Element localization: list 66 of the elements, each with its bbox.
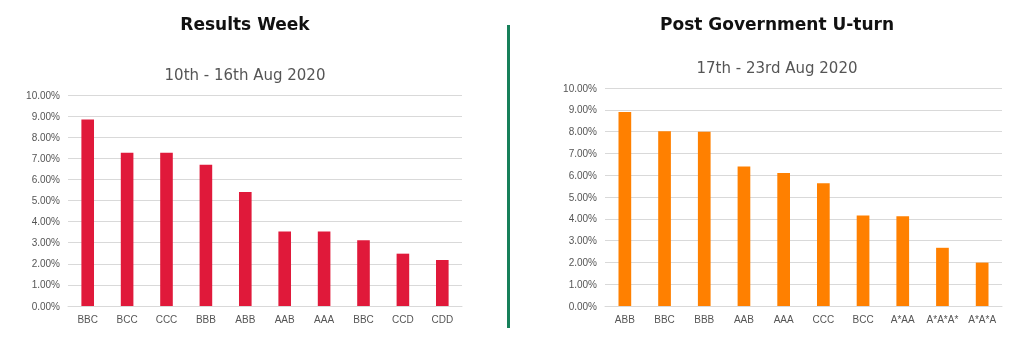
- bar: [396, 253, 410, 306]
- bar: [658, 131, 671, 306]
- x-tick-label: BBB: [195, 313, 217, 325]
- y-tick-label: 4.00%: [31, 216, 61, 228]
- y-tick-label: 5.00%: [568, 191, 598, 203]
- y-tick-label: 10.00%: [26, 89, 61, 101]
- x-tick-label: A*AA: [890, 313, 916, 325]
- bar: [160, 152, 173, 306]
- y-tick-label: 1.00%: [31, 279, 61, 291]
- x-tick-label: AAA: [314, 313, 335, 325]
- x-tick-label: CCC: [812, 313, 835, 325]
- y-tick-label: 8.00%: [31, 131, 61, 143]
- x-tick-label: CCD: [392, 313, 414, 325]
- y-tick-label: 0.00%: [568, 300, 598, 312]
- chart-subtitle: 17th - 23rd Aug 2020: [696, 58, 858, 77]
- x-tick-label: CCC: [155, 313, 178, 325]
- bar: [317, 231, 331, 306]
- y-tick-label: 9.00%: [568, 104, 598, 116]
- x-tick-label: BBC: [654, 313, 675, 325]
- chart-title: Post Government U-turn: [660, 13, 894, 34]
- x-tick-label: CDD: [431, 313, 454, 325]
- bar: [697, 131, 711, 306]
- bar: [81, 119, 94, 306]
- chart-title: Results Week: [180, 13, 311, 34]
- y-tick-label: 2.00%: [31, 258, 61, 270]
- x-tick-label: ABB: [614, 313, 636, 325]
- x-tick-label: A*A*A*: [926, 313, 959, 325]
- x-tick-label: BBC: [353, 313, 374, 325]
- bar: [199, 164, 213, 306]
- y-tick-label: 1.00%: [568, 278, 598, 290]
- x-tick-label: BBC: [77, 313, 98, 325]
- y-tick-label: 3.00%: [31, 237, 61, 249]
- bar: [777, 173, 790, 306]
- bar: [856, 215, 870, 306]
- x-tick-label: A*A*A: [968, 313, 997, 325]
- x-tick-label: AAB: [274, 313, 296, 325]
- y-tick-label: 8.00%: [568, 126, 598, 138]
- x-tick-label: AAB: [733, 313, 755, 325]
- y-tick-label: 3.00%: [568, 235, 598, 247]
- y-tick-label: 9.00%: [31, 110, 61, 122]
- y-tick-label: 7.00%: [31, 152, 61, 164]
- y-tick-label: 0.00%: [31, 300, 61, 312]
- bar: [618, 111, 632, 306]
- bar: [436, 260, 449, 306]
- bar: [120, 152, 134, 306]
- x-tick-label: BCC: [852, 313, 874, 325]
- y-tick-label: 2.00%: [568, 256, 598, 268]
- x-tick-label: AAA: [773, 313, 794, 325]
- x-tick-label: BCC: [116, 313, 138, 325]
- bar: [936, 247, 949, 306]
- y-tick-label: 7.00%: [568, 147, 598, 159]
- bar: [817, 183, 830, 306]
- bar: [278, 231, 291, 306]
- bar: [896, 216, 910, 306]
- y-tick-label: 6.00%: [568, 169, 598, 181]
- y-tick-label: 4.00%: [568, 213, 598, 225]
- x-tick-label: ABB: [235, 313, 256, 325]
- y-tick-label: 6.00%: [31, 173, 61, 185]
- bar: [239, 192, 252, 306]
- bar: [975, 262, 989, 306]
- y-tick-label: 5.00%: [31, 195, 61, 206]
- chart-subtitle: 10th - 16th Aug 2020: [164, 65, 326, 84]
- bar: [357, 240, 370, 306]
- bar: [737, 166, 751, 306]
- x-tick-label: BBB: [694, 313, 715, 325]
- y-tick-label: 10.00%: [563, 82, 598, 94]
